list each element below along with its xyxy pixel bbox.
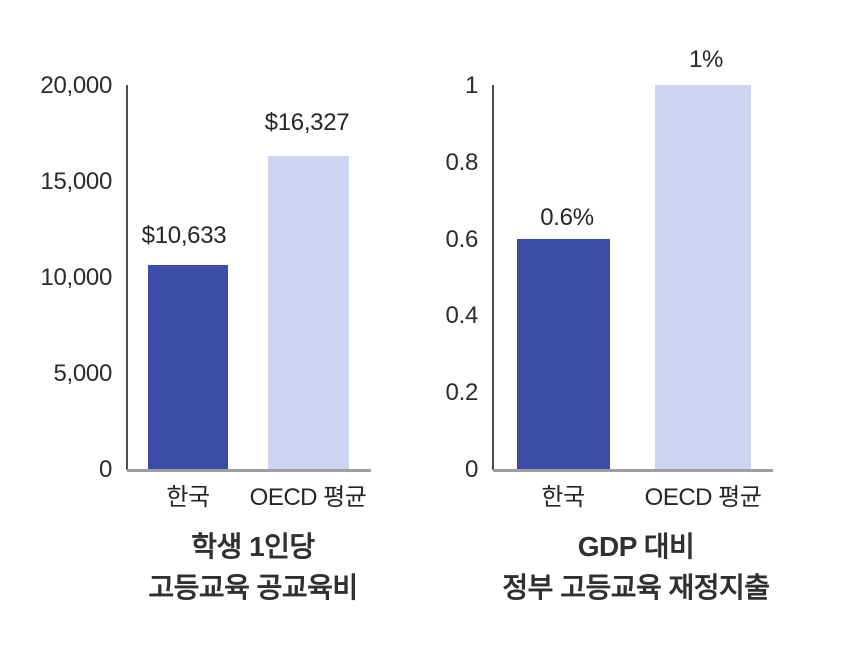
y-tick-label: 5,000 bbox=[53, 360, 112, 387]
bar-korea bbox=[517, 239, 610, 469]
chart-title-line-2: 고등교육 공교육비 bbox=[148, 572, 358, 603]
chart-title-line-1: GDP 대비 bbox=[577, 531, 695, 562]
y-tick-label: 20,000 bbox=[40, 72, 112, 99]
category-label-korea: 한국 bbox=[166, 484, 210, 511]
y-tick-label: 0 bbox=[464, 456, 478, 483]
bar-oecd bbox=[655, 85, 751, 469]
y-tick-label: 0.2 bbox=[445, 379, 479, 406]
category-label-oecd: OECD 평균 bbox=[249, 484, 367, 511]
value-label-korea: 0.6% bbox=[540, 204, 594, 231]
y-tick-label: 0.8 bbox=[445, 149, 479, 176]
value-label-korea: $10,633 bbox=[141, 222, 227, 249]
bar-korea bbox=[148, 265, 228, 469]
y-tick-label: 1 bbox=[464, 72, 478, 99]
chart-title: GDP 대비 정부 고등교육 재정지출 bbox=[496, 526, 776, 608]
y-tick-label: 10,000 bbox=[40, 264, 112, 291]
x-axis-line bbox=[493, 469, 773, 472]
value-label-oecd: 1% bbox=[688, 46, 724, 73]
category-label-oecd: OECD 평균 bbox=[644, 484, 762, 511]
bar-oecd bbox=[268, 156, 349, 469]
y-tick-label: 0.4 bbox=[445, 302, 479, 329]
x-axis-line bbox=[127, 469, 371, 472]
y-axis-line bbox=[126, 85, 128, 470]
value-label-oecd: $16,327 bbox=[264, 109, 350, 136]
y-axis-line bbox=[492, 85, 494, 470]
chart-title: 학생 1인당 고등교육 공교육비 bbox=[130, 526, 376, 608]
chart-title-line-2: 정부 고등교육 재정지출 bbox=[502, 572, 770, 603]
category-label-korea: 한국 bbox=[541, 484, 585, 511]
chart-title-line-1: 학생 1인당 bbox=[191, 531, 315, 562]
y-tick-label: 0.6 bbox=[445, 226, 479, 253]
y-tick-label: 0 bbox=[98, 456, 112, 483]
y-tick-label: 15,000 bbox=[40, 168, 112, 195]
